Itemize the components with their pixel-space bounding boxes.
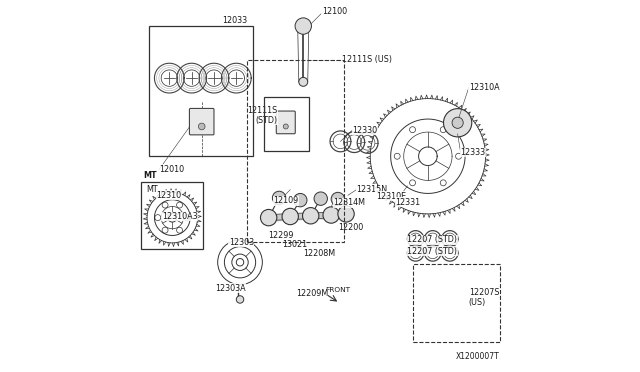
Text: 12310A: 12310A <box>468 83 499 92</box>
Text: 12100: 12100 <box>322 7 347 16</box>
Text: MT: MT <box>146 185 157 194</box>
Circle shape <box>314 192 328 205</box>
Circle shape <box>303 208 319 224</box>
Bar <box>248 60 344 242</box>
Text: 12314M: 12314M <box>333 198 365 207</box>
Text: 12111S (US): 12111S (US) <box>342 55 392 64</box>
Bar <box>413 264 500 342</box>
Text: 12333: 12333 <box>461 148 486 157</box>
Text: 12207S
(US): 12207S (US) <box>468 288 499 307</box>
Bar <box>141 182 203 249</box>
Text: 12310E: 12310E <box>376 192 406 201</box>
Text: MT: MT <box>143 171 157 180</box>
Circle shape <box>323 207 339 223</box>
Text: 12331: 12331 <box>395 198 420 207</box>
Bar <box>264 97 309 151</box>
Circle shape <box>260 209 277 226</box>
Circle shape <box>294 193 307 207</box>
Text: 12303A: 12303A <box>215 284 246 293</box>
Circle shape <box>452 117 463 128</box>
Text: 13021: 13021 <box>282 240 307 249</box>
Text: 12303: 12303 <box>229 238 254 247</box>
Circle shape <box>338 206 354 222</box>
Text: 12299: 12299 <box>268 231 293 240</box>
Text: FRONT: FRONT <box>325 287 350 293</box>
Text: 12109: 12109 <box>273 196 299 205</box>
Text: 12010: 12010 <box>159 165 184 174</box>
Text: 12111S
(STD): 12111S (STD) <box>247 106 277 125</box>
Text: X1200007T: X1200007T <box>456 352 499 361</box>
Circle shape <box>273 191 286 205</box>
Text: 12315N: 12315N <box>356 185 388 194</box>
Bar <box>149 26 253 156</box>
Text: 12207 (STD): 12207 (STD) <box>408 235 458 244</box>
Text: 12200: 12200 <box>338 223 363 232</box>
Circle shape <box>299 77 308 86</box>
Text: 12208M: 12208M <box>303 249 335 258</box>
Text: 12207 (STD): 12207 (STD) <box>408 247 458 256</box>
Text: 12209M: 12209M <box>296 289 328 298</box>
Circle shape <box>444 109 472 137</box>
Circle shape <box>282 208 298 225</box>
Text: 12330: 12330 <box>353 126 378 135</box>
Circle shape <box>331 192 344 206</box>
Text: 12310: 12310 <box>156 191 182 200</box>
FancyBboxPatch shape <box>276 111 295 134</box>
Text: 12033: 12033 <box>222 16 247 25</box>
FancyBboxPatch shape <box>189 108 214 135</box>
Circle shape <box>295 18 312 34</box>
Text: 12310A3: 12310A3 <box>162 212 198 221</box>
Circle shape <box>198 123 205 130</box>
Circle shape <box>284 124 288 129</box>
Circle shape <box>236 296 244 303</box>
